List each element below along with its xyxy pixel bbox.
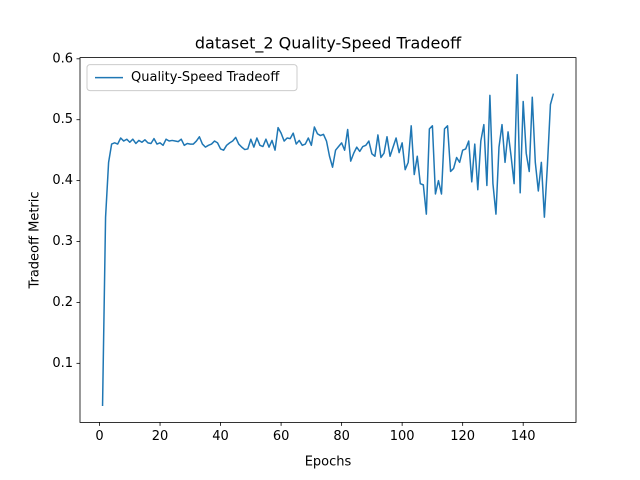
data-line <box>101 73 555 406</box>
y-tick-label: 0.4 <box>52 173 73 188</box>
x-tick-label: 40 <box>212 429 229 444</box>
x-tick-label: 80 <box>333 429 350 444</box>
x-tick-label: 20 <box>152 429 169 444</box>
x-tick-label: 100 <box>390 429 415 444</box>
x-tick-label: 140 <box>511 429 536 444</box>
chart-title: dataset_2 Quality-Speed Tradeoff <box>195 34 462 54</box>
x-tick-label: 60 <box>273 429 290 444</box>
y-tick-label: 0.1 <box>52 356 73 371</box>
axes-frame <box>79 57 577 423</box>
y-tick-label: 0.6 <box>52 51 73 66</box>
y-tick-label: 0.3 <box>52 234 73 249</box>
y-tick-label: 0.2 <box>52 295 73 310</box>
x-tick-label: 0 <box>95 429 103 444</box>
legend-label: Quality-Speed Tradeoff <box>131 70 280 85</box>
legend-box <box>86 64 298 92</box>
y-tick-label: 0.5 <box>52 112 73 127</box>
y-axis-label: Tradeoff Metric <box>28 191 43 289</box>
x-tick-label: 120 <box>450 429 475 444</box>
x-axis-label: Epochs <box>305 455 352 470</box>
